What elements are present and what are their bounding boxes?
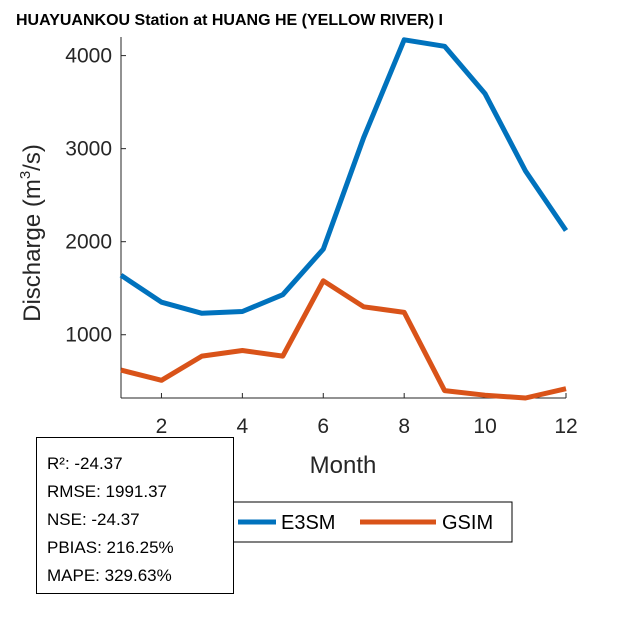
y-tick-label: 2000 (65, 231, 112, 254)
stat-rmse: RMSE: 1991.37 (47, 482, 168, 501)
x-tick-label: 4 (237, 415, 249, 438)
x-tick-label: 2 (156, 415, 168, 438)
x-tick-label: 8 (398, 415, 410, 438)
x-tick-label: 10 (473, 415, 496, 438)
legend-label-gsim: GSIM (442, 512, 493, 534)
x-tick-labels: 2 4 6 8 10 12 (156, 415, 578, 438)
x-tick-label: 6 (317, 415, 329, 438)
stat-nse: NSE: -24.37 (47, 510, 140, 529)
y-tick-labels: 1000 2000 3000 4000 (65, 45, 112, 347)
metrics-box: R²: -24.37 RMSE: 1991.37 NSE: -24.37 PBI… (36, 437, 234, 594)
legend-label-e3sm: E3SM (281, 512, 335, 534)
chart-title: HUAYUANKOU Station at HUANG HE (YELLOW R… (16, 12, 443, 29)
x-tick-label: 12 (554, 415, 577, 438)
series-line-gsim (120, 278, 567, 401)
y-tick-label: 1000 (65, 324, 112, 347)
series-line-e3sm (119, 37, 569, 316)
y-axis-label-tail: /s) (19, 144, 46, 171)
stat-pbias: PBIAS: 216.25% (47, 538, 174, 557)
y-tick-label: 3000 (65, 138, 112, 161)
x-axis-label: Month (310, 452, 377, 479)
plot-axes (120, 37, 567, 399)
stat-mape: MAPE: 329.63% (47, 566, 172, 585)
y-axis-label: Discharge (m3/s) (17, 144, 46, 322)
series-lines (119, 37, 569, 401)
legend: E3SM GSIM (229, 501, 513, 543)
y-tick-label: 4000 (65, 45, 112, 68)
stat-r2: R²: -24.37 (47, 454, 123, 473)
y-axis-label-main: Discharge (m (19, 179, 46, 322)
y-axis-label-superscript: 3 (17, 171, 34, 179)
